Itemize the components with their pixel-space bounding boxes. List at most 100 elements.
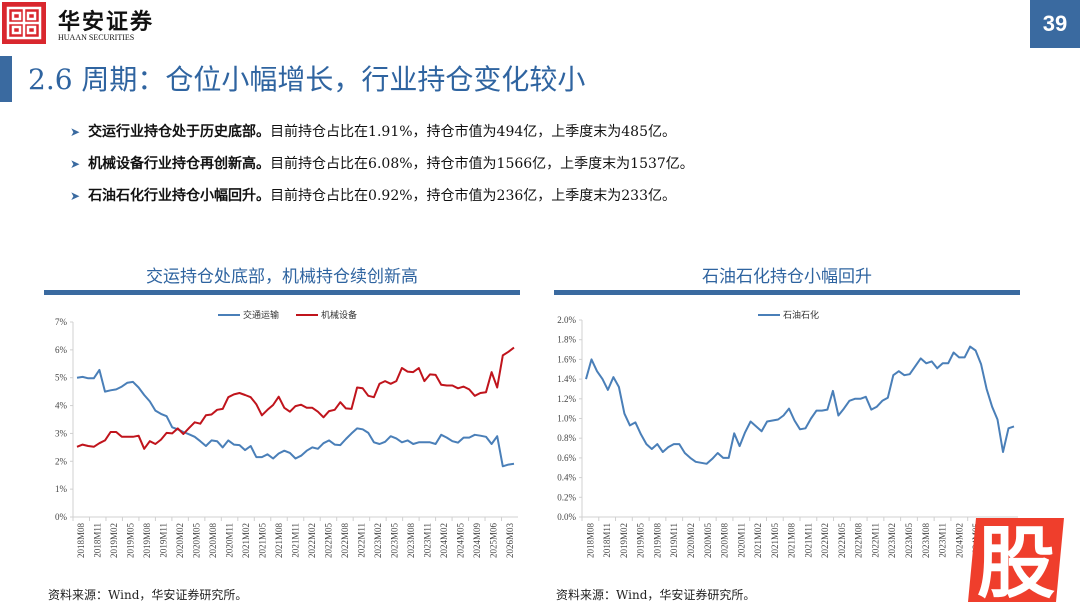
x-tick-label: 2022M05 [837,523,847,559]
x-tick-label: 2020M08 [208,523,218,559]
x-tick-label: 2020M05 [192,523,202,559]
series-line [76,368,515,468]
legend-label: 石油石化 [783,309,819,320]
y-tick-label: 0.6% [557,453,576,463]
legend-label: 交通运输 [243,309,279,320]
y-tick-label: 0.0% [557,512,576,522]
y-tick-label: 5% [55,373,68,383]
y-tick-label: 1.2% [557,394,576,404]
y-tick-label: 4% [55,401,68,411]
x-tick-label: 2022M11 [356,523,366,558]
x-tick-label: 2018M11 [602,523,612,558]
y-tick-label: 0% [55,512,68,522]
series-line [585,345,1015,465]
x-tick-label: 2025M06 [488,523,498,559]
left-chart-title: 交运持仓处底部，机械持仓续创新高 [146,267,418,287]
y-tick-label: 1% [55,484,68,494]
x-tick-label: 2020M08 [720,523,730,559]
x-tick-label: 2020M11 [225,523,235,558]
y-tick-label: 1.6% [557,354,576,364]
x-tick-label: 2019M02 [109,523,119,558]
y-tick-label: 3% [55,428,68,438]
x-tick-label: 2022M11 [870,523,880,558]
x-tick-label: 2021M08 [274,523,284,559]
x-tick-label: 2026M03 [505,523,515,559]
right-chart-title: 石油石化持仓小幅回升 [702,267,872,287]
x-tick-label: 2024M05 [455,523,465,559]
x-tick-label: 2021M02 [241,523,251,558]
x-tick-label: 2024M09 [472,523,482,559]
left-chart-rule [44,290,520,295]
x-tick-label: 2023M05 [904,523,914,559]
right-line-chart: 0.0% 0.2% 0.4% 0.6% 0.8% 1.0% 1.2% 1.4% 1.6% 1.8%… [557,309,1018,559]
title-accent-bar [0,56,12,102]
x-tick-label: 2024M02 [439,523,449,558]
x-tick-label: 2023M11 [422,523,432,558]
x-tick-label: 2021M05 [258,523,268,559]
left-line-chart: 0% 1% 2% 3% 4% 5% 6% 7% 2018M08 2018M11 2019M02 201… [55,309,518,559]
y-tick-label: 1.4% [557,374,576,384]
x-tick-label: 2019M08 [652,523,662,559]
bullet-headline: 石油石化行业持仓小幅回升。 [88,188,271,204]
x-tick-label: 2020M05 [703,523,713,559]
left-source-note: 资料来源：Wind，华安证券研究所。 [48,588,248,602]
x-tick-label: 2021M08 [787,523,797,559]
y-tick-label: 0.4% [557,473,576,483]
arrow-bullet-icon: ➤ [70,189,81,203]
x-tick-label: 2018M08 [76,523,86,559]
x-tick-label: 2023M08 [406,523,416,559]
x-tick-label: 2019M11 [669,523,679,558]
series-line [76,346,515,450]
bullet-headline: 交运行业持仓处于历史底部。 [88,124,271,140]
x-tick-label: 2022M08 [340,523,350,559]
bullet-item: ➤ 石油石化行业持仓小幅回升。目前持仓占比在0.92%，持仓市值为236亿，上季度… [70,184,694,216]
right-chart-rule [554,290,1020,295]
arrow-bullet-icon: ➤ [70,125,81,139]
arrow-bullet-icon: ➤ [70,157,81,171]
x-tick-label: 2020M02 [686,523,696,558]
logo-knot-icon [6,6,42,40]
y-tick-label: 7% [55,317,68,327]
y-tick-label: 2.0% [557,315,576,325]
y-tick-label: 1.8% [557,335,576,345]
x-tick-label: 2019M08 [142,523,152,559]
y-tick-label: 6% [55,345,68,355]
x-tick-label: 2018M08 [585,523,595,559]
legend-label: 机械设备 [321,309,357,320]
y-tick-label: 0.8% [557,433,576,443]
y-tick-label: 2% [55,456,68,466]
x-tick-label: 2022M05 [323,523,333,559]
x-tick-label: 2019M05 [636,523,646,559]
bullet-item: ➤ 交运行业持仓处于历史底部。目前持仓占比在1.91%，持仓市值为494亿，上季度… [70,120,694,152]
bullet-text: 目前持仓占比在6.08%，持仓市值为1566亿，上季度末为1537亿。 [270,156,694,172]
bullet-text: 目前持仓占比在0.92%，持仓市值为236亿，上季度末为233亿。 [270,188,676,204]
x-tick-label: 2021M11 [291,523,301,558]
right-source-note: 资料来源：Wind，华安证券研究所。 [556,588,756,602]
bullet-text: 目前持仓占比在1.91%，持仓市值为494亿，上季度末为485亿。 [270,124,676,140]
x-tick-label: 2019M05 [126,523,136,559]
bullet-item: ➤ 机械设备行业持仓再创新高。目前持仓占比在6.08%，持仓市值为1566亿，上季… [70,152,694,184]
x-tick-label: 2021M02 [753,523,763,558]
x-tick-label: 2022M02 [820,523,830,558]
y-tick-label: 1.0% [557,414,576,424]
x-tick-label: 2023M02 [373,523,383,558]
huaan-logo [2,2,46,44]
x-tick-label: 2020M11 [736,523,746,558]
svg-text:股: 股 [977,519,1055,607]
y-tick-label: 0.2% [557,492,576,502]
brand-name-en: HUAAN SECURITIES [58,33,135,42]
x-tick-label: 2022M08 [854,523,864,559]
page-title: 2.6 周期：仓位小幅增长，行业持仓变化较小 [28,63,586,96]
x-tick-label: 2021M11 [803,523,813,558]
x-tick-label: 2021M05 [770,523,780,559]
x-tick-label: 2023M02 [887,523,897,558]
brand-name-cn: 华安证券 [58,9,155,35]
bullet-headline: 机械设备行业持仓再创新高。 [88,156,271,172]
page-number: 39 [1030,0,1080,48]
x-tick-label: 2024M02 [954,523,964,558]
x-tick-label: 2023M11 [938,523,948,558]
x-tick-label: 2020M02 [175,523,185,558]
x-tick-label: 2019M02 [619,523,629,558]
x-tick-label: 2018M11 [93,523,103,558]
bullet-list: ➤ 交运行业持仓处于历史底部。目前持仓占比在1.91%，持仓市值为494亿，上季度… [70,120,694,216]
